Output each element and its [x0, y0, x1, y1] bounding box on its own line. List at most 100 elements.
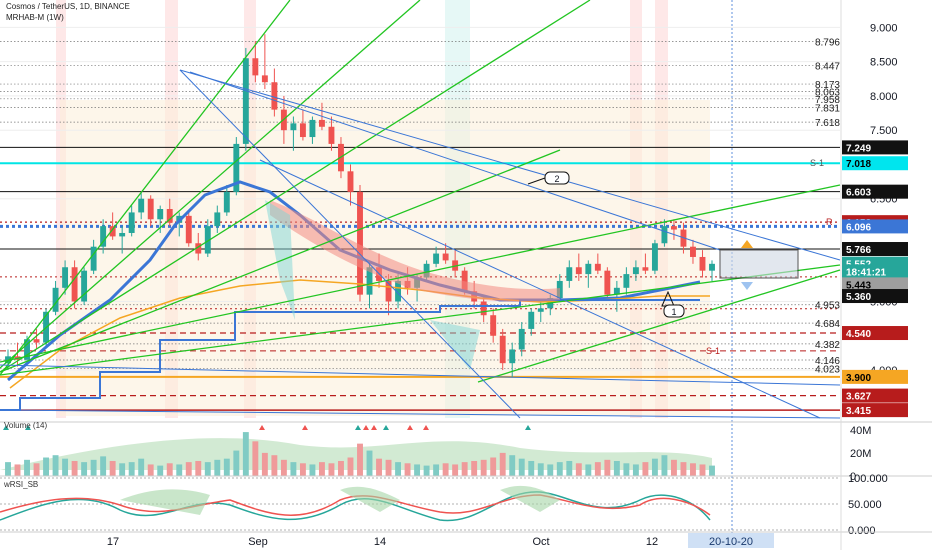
candle-body	[528, 311, 535, 329]
candle-body	[690, 246, 696, 257]
price-level-label: 8.796	[815, 37, 840, 48]
candle-body	[299, 123, 306, 138]
signal-marker-icon	[371, 425, 377, 430]
volume-bar	[433, 464, 440, 476]
price-badge	[842, 369, 908, 384]
price-level-label: 7.831	[815, 104, 840, 115]
price-badge-label: 3.627	[846, 392, 871, 403]
annotation-label-1: 1	[671, 307, 676, 317]
candle-body	[395, 280, 402, 302]
wrsi-cloud	[340, 486, 400, 512]
candle-body	[261, 75, 268, 83]
candle-body	[109, 226, 116, 237]
volume-bar	[214, 459, 221, 476]
volume-bar	[376, 458, 382, 476]
candle-body	[166, 209, 173, 223]
candle-body	[461, 270, 468, 292]
symbol-title: Cosmos / TetherUS, 1D, BINANCE	[6, 2, 130, 11]
candle-body	[290, 123, 297, 131]
volume-bar	[33, 463, 40, 476]
volume-bar	[404, 463, 411, 476]
trend-line-green	[0, 264, 841, 376]
volume-bar	[442, 463, 449, 476]
volume-bar	[642, 462, 649, 476]
trend-line-green	[477, 269, 841, 383]
volume-bar	[100, 456, 107, 476]
x-tick-label: 12	[646, 536, 658, 548]
price-level-label: 7.958	[815, 95, 840, 106]
candle-body	[357, 191, 363, 295]
volume-bar	[604, 459, 611, 476]
volume-bar	[670, 459, 677, 476]
volume-bar	[195, 460, 202, 476]
price-badge-label: 3.900	[846, 373, 871, 384]
candle-body	[642, 267, 649, 271]
price-badge-label: 7.249	[846, 143, 871, 154]
candle-body	[214, 212, 221, 227]
volume-bar	[632, 464, 639, 476]
volume-bar	[690, 463, 696, 476]
price-badge	[842, 156, 908, 171]
volume-bar	[119, 463, 126, 476]
signal-marker-icon	[3, 425, 9, 430]
candle-body	[585, 263, 592, 275]
price-badge	[842, 277, 908, 292]
signal-marker-icon	[25, 425, 31, 430]
line-marker-label: R	[826, 217, 833, 227]
price-badge	[842, 264, 908, 279]
volume-bar	[309, 464, 316, 476]
volume-bar	[24, 459, 30, 476]
step-line	[0, 299, 700, 411]
candle-body	[147, 198, 154, 220]
candle-body	[223, 191, 230, 213]
candle-body	[309, 119, 316, 138]
signal-marker-icon	[407, 425, 413, 430]
candle-body	[566, 267, 573, 281]
price-level-label: 4.953	[815, 301, 840, 312]
candle-body	[670, 226, 677, 230]
candle-body	[366, 267, 373, 295]
volume-bar	[223, 458, 230, 476]
price-badge	[842, 184, 908, 199]
x-tick-label: Oct	[532, 536, 549, 548]
price-badge-label: 7.018	[846, 159, 871, 170]
volume-bar	[347, 457, 354, 476]
wrsi-tick-label: 100.000	[848, 473, 888, 485]
candle-body	[24, 339, 30, 360]
candle-body	[385, 280, 392, 302]
candle-body	[62, 267, 69, 288]
volume-bar	[499, 452, 506, 476]
candle-body	[204, 226, 211, 254]
candle-body	[318, 119, 325, 127]
volume-bar	[461, 462, 468, 476]
price-badge	[842, 289, 908, 304]
volume-bar	[575, 463, 582, 476]
annotation-bubble	[663, 304, 685, 318]
volume-bar	[623, 463, 630, 476]
candle-body	[661, 226, 668, 244]
trend-line-blue	[179, 69, 521, 419]
volume-bar	[299, 463, 306, 476]
volume-bar	[594, 462, 601, 476]
volume-bar	[528, 460, 535, 476]
volume-bar	[5, 462, 11, 476]
price-badge	[842, 326, 908, 341]
wrsi-tick-label: 0.000	[848, 525, 876, 537]
volume-bar	[452, 464, 459, 476]
candle-body	[613, 287, 620, 295]
annotation-pointer	[527, 177, 546, 185]
price-badge	[842, 403, 908, 418]
volume-bar	[471, 460, 478, 476]
volume-bar	[185, 462, 192, 476]
volume-bar	[509, 455, 516, 476]
candle-body	[509, 349, 516, 364]
price-badge-label: 4.540	[846, 329, 871, 340]
volume-bar	[138, 458, 145, 476]
candle-body	[233, 143, 240, 192]
volume-bar	[242, 432, 249, 476]
volume-bar	[128, 462, 135, 476]
volume-bar	[62, 458, 69, 476]
signal-marker-icon	[355, 425, 361, 430]
price-level-label: 8.063	[815, 88, 840, 99]
